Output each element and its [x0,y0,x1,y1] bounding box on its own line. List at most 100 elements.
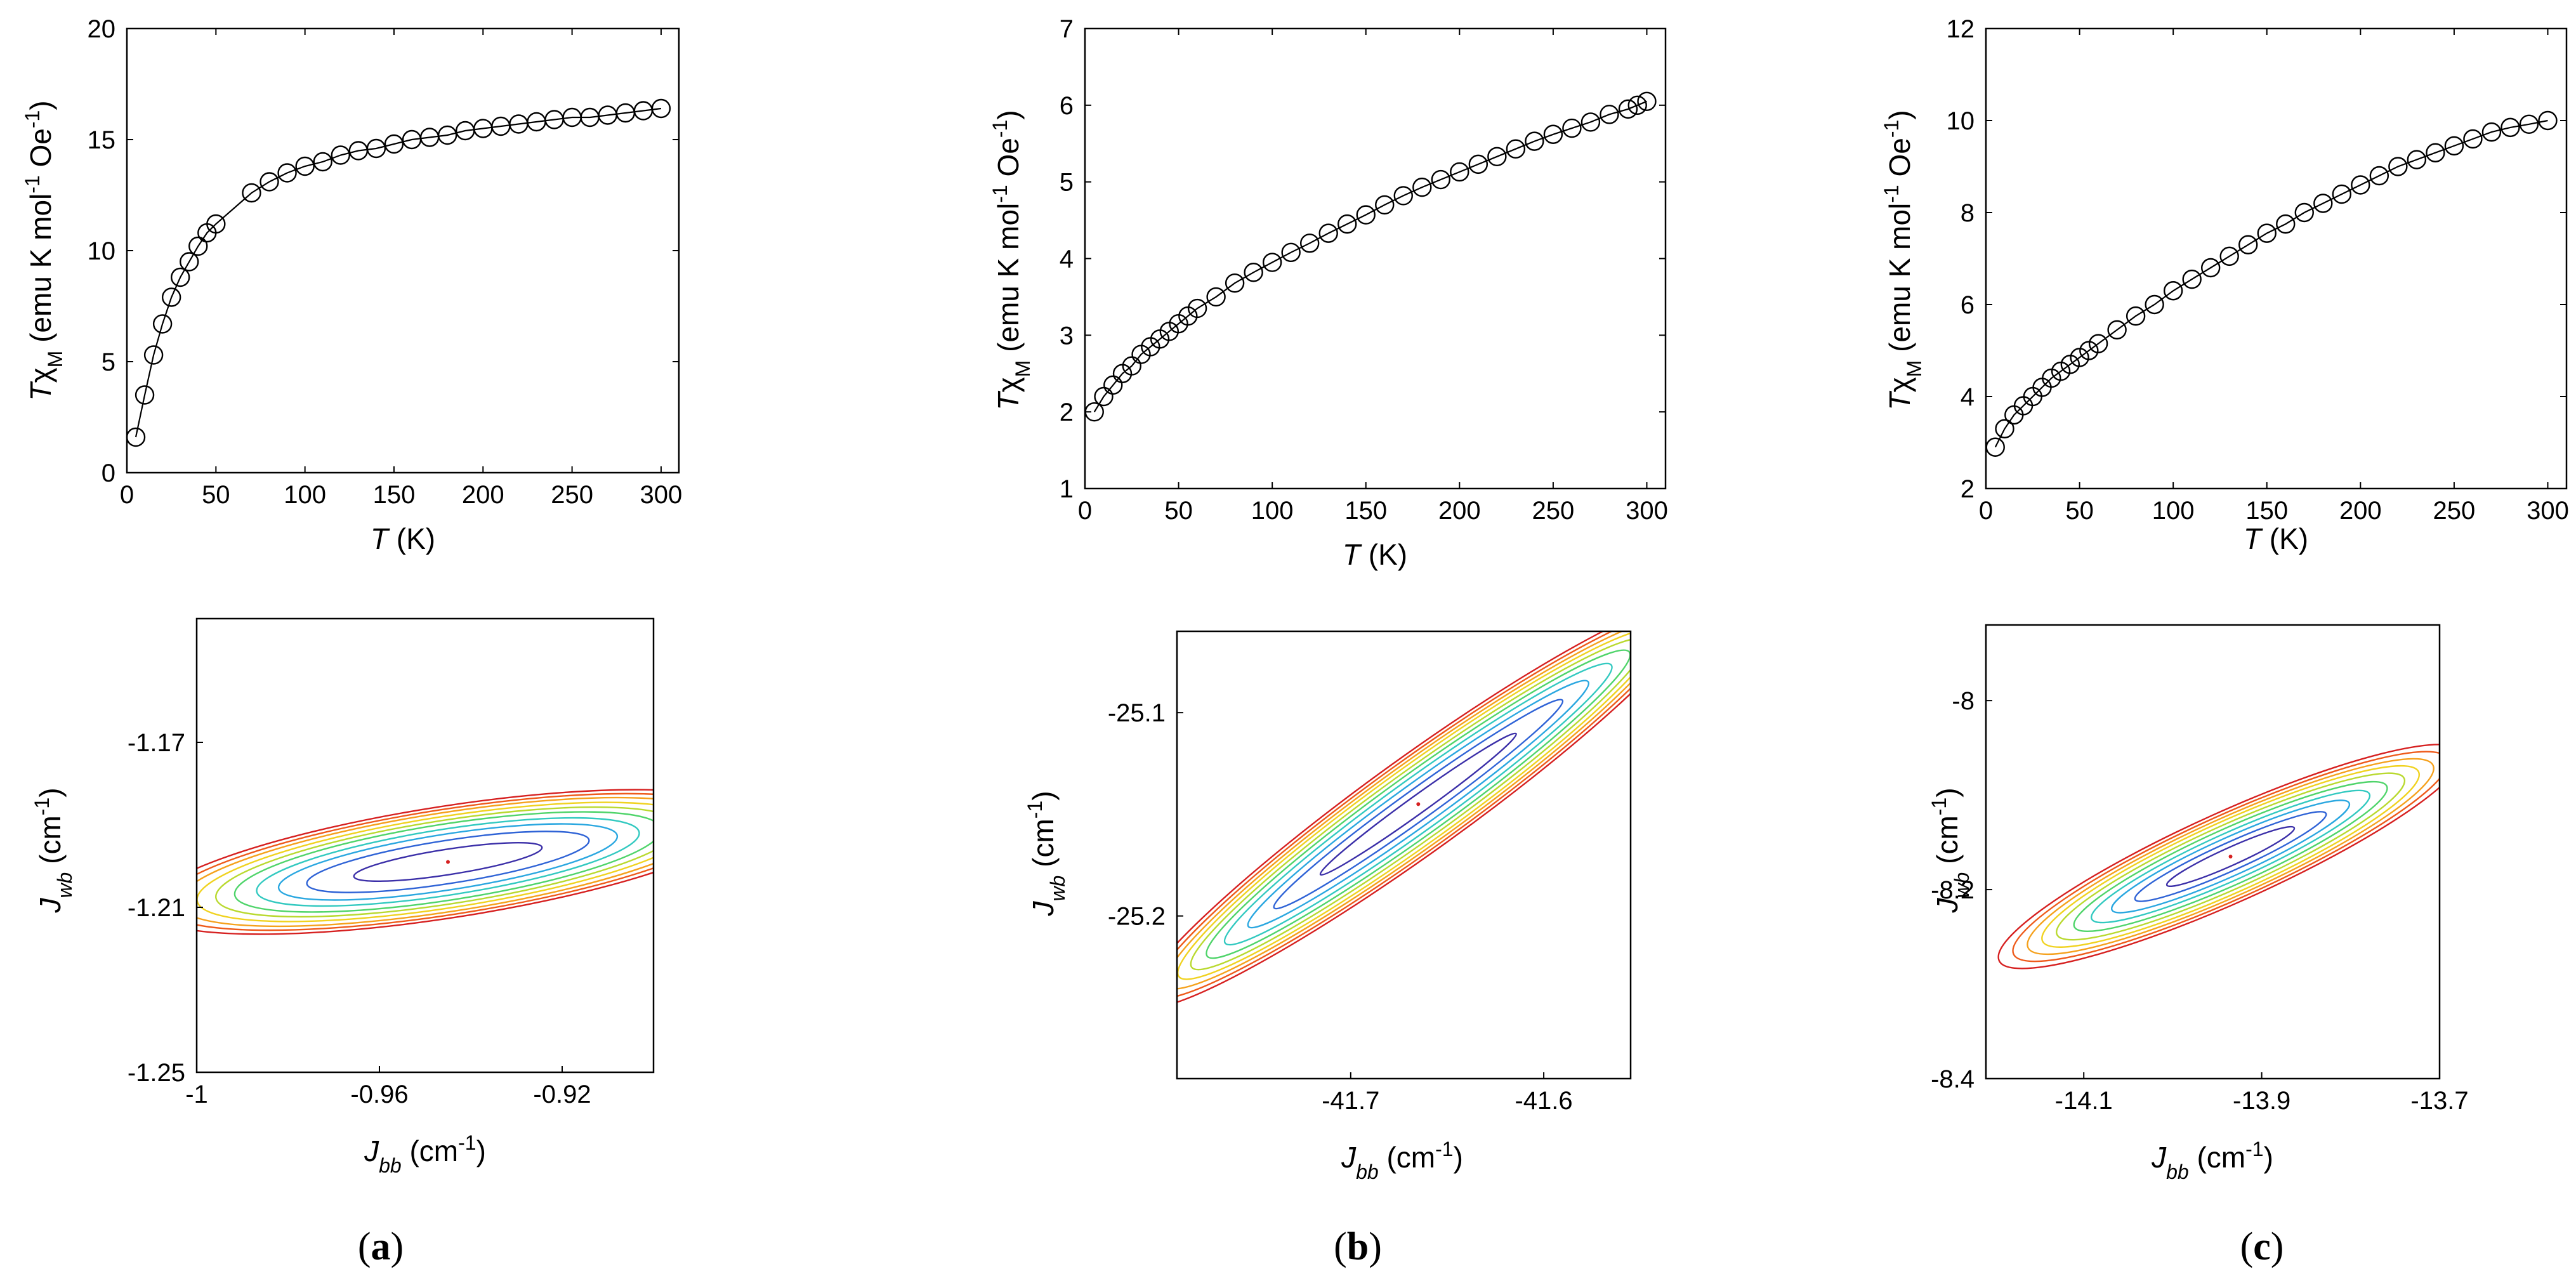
data-point [1450,162,1469,182]
y-tick-label: -8.2 [1931,876,1975,904]
data-point [295,156,315,176]
y-axis-label: TχM (emu K mol-1 Oe-1) [989,110,1034,410]
data-point [1375,195,1395,215]
data-point [2200,258,2221,278]
fit-curve [1093,100,1647,412]
data-point [1337,214,1357,234]
x-tick-label: 300 [1626,497,1668,525]
data-point [2463,129,2483,149]
y-tick-label: 15 [88,126,116,154]
data-point [1580,112,1601,132]
data-point [2332,184,2352,204]
x-tick-label: 200 [2339,497,2382,525]
x-tick-label: -1 [185,1081,208,1108]
y-tick-label: 8 [1961,199,1975,227]
x-tick-label: 150 [1344,497,1387,525]
x-tick-label: 0 [1078,497,1092,525]
data-point [1281,242,1301,263]
contour-line [1190,638,1631,971]
panel-label-a: (a) [358,1225,404,1268]
contour-group [197,789,654,935]
data-point [242,183,261,203]
data-point [1985,437,2005,457]
data-point [1318,223,1338,243]
y-tick-label: -25.2 [1108,903,1166,931]
y-tick-label: 4 [1961,383,1975,411]
x-axis-label: Jbb (cm-1) [2151,1138,2273,1183]
contour-line [197,796,654,928]
y-tick-label: 10 [1947,107,1975,135]
contour-line [1177,631,1631,990]
x-tick-label: 100 [284,481,326,509]
x-tick-label: 0 [120,481,134,509]
data-point [1487,147,1507,166]
y-tick-label: -25.1 [1108,699,1166,727]
x-tick-label: -0.92 [533,1081,591,1108]
contour-line [306,831,590,893]
data-point [1431,169,1451,190]
contour-line [2111,799,2351,914]
contour-line [215,806,654,918]
data-point [1187,298,1207,319]
fit-curve [1994,119,2548,448]
contour-group [1997,744,2440,969]
data-point [126,427,146,447]
y-tick-label: 2 [1961,475,1975,503]
y-tick-label: 0 [102,459,115,487]
data-point [161,287,181,307]
x-tick-label: -13.7 [2410,1087,2468,1115]
data-point [143,345,164,365]
x-axis-label: Jbb (cm-1) [1341,1138,1463,1183]
contour-line [197,792,654,931]
data-point [2351,175,2370,195]
y-axis-label: Jwb (cm-1) [30,787,76,913]
contour-line [2041,765,2421,948]
data-point [2294,202,2314,223]
data-point [1995,419,2014,438]
contour-line [233,811,654,913]
contour-group [1177,631,1631,1009]
data-point [2481,122,2502,142]
plot-frame [1985,624,2441,1080]
data-point [1506,139,1526,159]
x-tick-label: 150 [373,481,416,509]
data-point [366,138,386,159]
plot-frame [1084,27,1667,490]
data-point [2088,334,2108,353]
x-tick-label: -41.6 [1515,1087,1572,1115]
contour-line [2134,811,2327,902]
data-point [2182,269,2202,289]
y-tick-label: 4 [1060,246,1074,273]
y-tick-label: -8.4 [1931,1065,1975,1093]
data-point [2126,306,2146,326]
y-tick-label: 12 [1947,15,1975,43]
x-axis-label: Jbb (cm-1) [364,1131,486,1177]
panel-c-contour-chart: -14.1 -13.9 -13.7 -8 -8.2 -8.4 Jbb (cm-1) Jwb… [1928,624,2469,1183]
contour-line [1177,631,1631,980]
contour-line [1206,649,1631,959]
panel-label-b: (b) [1334,1225,1382,1268]
y-tick-label: 2 [1060,398,1074,426]
data-point [170,267,190,287]
contour-line [1247,680,1590,929]
y-tick-label: 5 [1060,169,1074,197]
panel-a-top-chart: 0 50 100 150 200 250 300 0 5 10 15 20 T (K) TχM (em… [21,15,682,555]
data-point [1103,375,1123,395]
data-point [2219,246,2239,266]
data-point [1262,253,1282,272]
contour-line [2165,825,2296,888]
y-tick-label: 10 [88,237,116,265]
x-tick-label: 100 [1251,497,1294,525]
data-point [1094,386,1114,407]
y-tick-label: 1 [1060,475,1074,503]
plot-frame [1985,27,2568,490]
y-axis-label: TχM (emu K mol-1 Oe-1) [1880,110,1926,410]
data-point [1122,356,1141,376]
x-axis-label: T (K) [2244,522,2308,555]
x-tick-label: 50 [1164,497,1193,525]
data-point [2500,117,2520,138]
y-axis-label: TχM (emu K mol-1 Oe-1) [21,100,67,400]
minimum-marker [1416,802,1421,806]
data-point [1299,233,1320,253]
x-tick-label: 250 [1532,497,1575,525]
